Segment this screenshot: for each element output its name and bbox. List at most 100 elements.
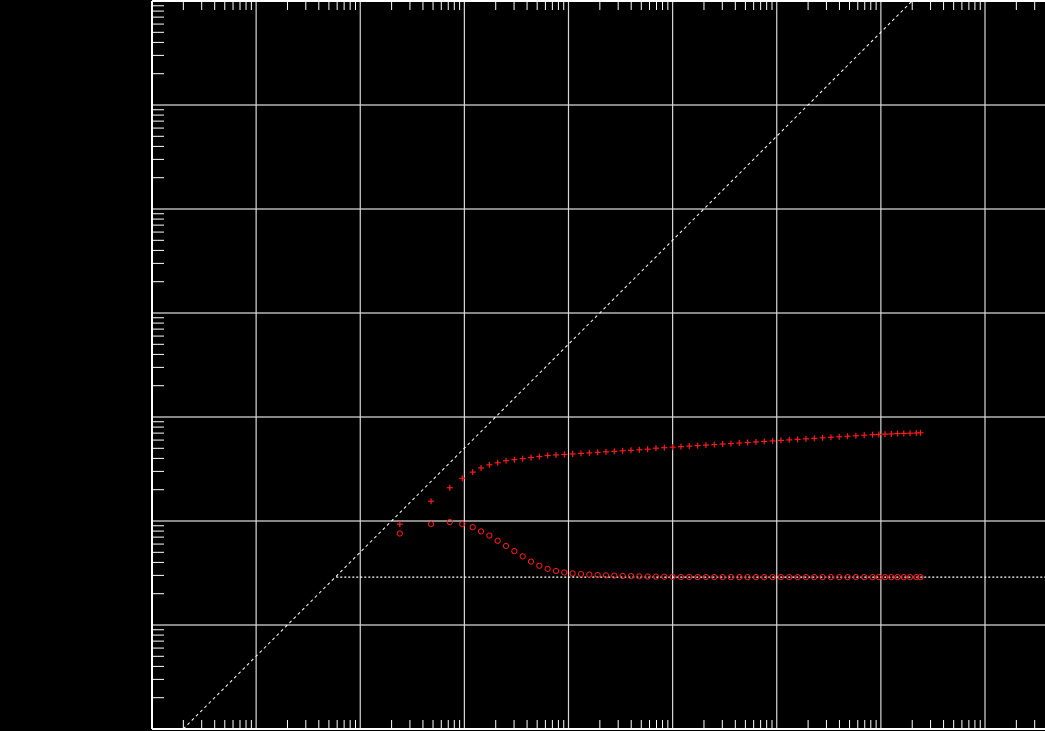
data-point-circle <box>677 573 685 581</box>
data-point-plus <box>761 438 768 445</box>
data-point-plus <box>478 464 485 471</box>
data-point-circle <box>900 574 907 581</box>
data-point-circle <box>861 574 868 581</box>
data-point-circle <box>686 573 693 581</box>
data-point-plus <box>861 432 868 439</box>
data-point-circle <box>477 528 485 535</box>
data-point-plus <box>777 437 784 444</box>
data-point-plus <box>836 433 843 440</box>
data-point-plus <box>544 452 551 459</box>
data-point-circle <box>486 532 493 539</box>
data-point-plus <box>486 461 493 468</box>
data-point-plus <box>619 447 626 454</box>
data-point-circle <box>577 570 585 578</box>
axis-ticks <box>152 1 1036 729</box>
data-point-plus <box>561 451 568 458</box>
data-point-circle <box>752 574 760 581</box>
data-point-plus <box>907 430 914 437</box>
data-point-plus <box>594 449 601 456</box>
data-point-plus <box>844 433 851 440</box>
data-point-plus <box>827 434 834 441</box>
data-point-circle <box>569 570 576 577</box>
data-point-circle <box>511 548 518 555</box>
reference-lines <box>182 0 1045 730</box>
data-point-plus <box>900 430 907 437</box>
data-point-circle <box>888 574 895 581</box>
data-point-plus <box>528 454 535 461</box>
data-point-plus <box>494 459 501 466</box>
data-point-circle <box>619 572 626 580</box>
data-point-circle <box>761 574 768 581</box>
data-point-circle <box>881 574 889 581</box>
data-point-circle <box>894 574 901 581</box>
data-point-circle <box>702 573 710 581</box>
axes-frame <box>151 0 1045 730</box>
data-point-plus <box>569 450 576 457</box>
data-point-plus <box>469 469 476 476</box>
data-point-circle <box>636 573 643 580</box>
data-point-plus <box>644 446 651 453</box>
data-point-circle <box>544 565 551 572</box>
data-point-circle <box>396 530 403 537</box>
data-point-plus <box>917 429 924 436</box>
data-point-circle <box>727 574 735 581</box>
data-point-plus <box>627 447 634 454</box>
data-point-circle <box>427 521 435 528</box>
data-point-circle <box>644 573 651 580</box>
data-point-plus <box>719 441 726 448</box>
data-point-plus <box>602 448 609 455</box>
data-point-circle <box>719 574 726 581</box>
data-point-circle <box>494 537 501 544</box>
data-point-plus <box>446 484 453 491</box>
data-point-circle <box>459 521 466 528</box>
data-point-plus <box>511 456 518 463</box>
data-point-circle <box>661 573 668 580</box>
data-point-plus <box>586 449 593 456</box>
data-point-plus <box>894 430 901 437</box>
data-point-plus <box>794 436 801 443</box>
data-point-circle <box>602 572 610 579</box>
data-point-circle <box>711 573 718 581</box>
data-point-circle <box>469 524 476 531</box>
data-point-circle <box>527 558 535 565</box>
data-point-plus <box>819 434 826 441</box>
data-point-circle <box>552 567 560 575</box>
data-point-plus <box>669 444 676 451</box>
data-point-circle <box>594 571 601 579</box>
grid-lines <box>152 1 1045 729</box>
data-point-plus <box>852 432 859 439</box>
data-point-circle <box>519 553 526 560</box>
data-point-plus <box>711 441 718 448</box>
data-point-circle <box>627 573 635 580</box>
data-point-circle <box>736 574 743 581</box>
data-point-circle <box>869 574 876 581</box>
data-point-plus <box>736 440 743 446</box>
data-point-plus <box>677 443 684 450</box>
data-point-plus <box>553 451 560 458</box>
data-point-plus <box>428 498 435 505</box>
data-point-plus <box>727 440 734 447</box>
data-point-circle <box>744 574 751 581</box>
data-point-plus <box>811 435 818 442</box>
data-point-circle <box>844 574 851 581</box>
data-point-circle <box>811 574 818 581</box>
data-point-plus <box>875 431 882 438</box>
data-point-plus <box>802 435 809 442</box>
data-point-circle <box>852 574 859 581</box>
data-point-plus <box>459 475 466 482</box>
data-point-circle <box>561 569 568 576</box>
data-point-circle <box>836 574 843 581</box>
data-point-circle <box>827 574 834 581</box>
data-point-plus <box>661 444 668 451</box>
data-point-plus <box>652 445 659 452</box>
data-point-plus <box>396 521 403 528</box>
data-point-circle <box>819 574 826 581</box>
data-point-circle <box>777 574 785 581</box>
data-point-plus <box>503 457 510 464</box>
data-point-circle <box>794 574 801 581</box>
data-point-plus <box>686 443 693 450</box>
data-point-circle <box>802 574 810 581</box>
data-point-circle <box>906 574 914 581</box>
